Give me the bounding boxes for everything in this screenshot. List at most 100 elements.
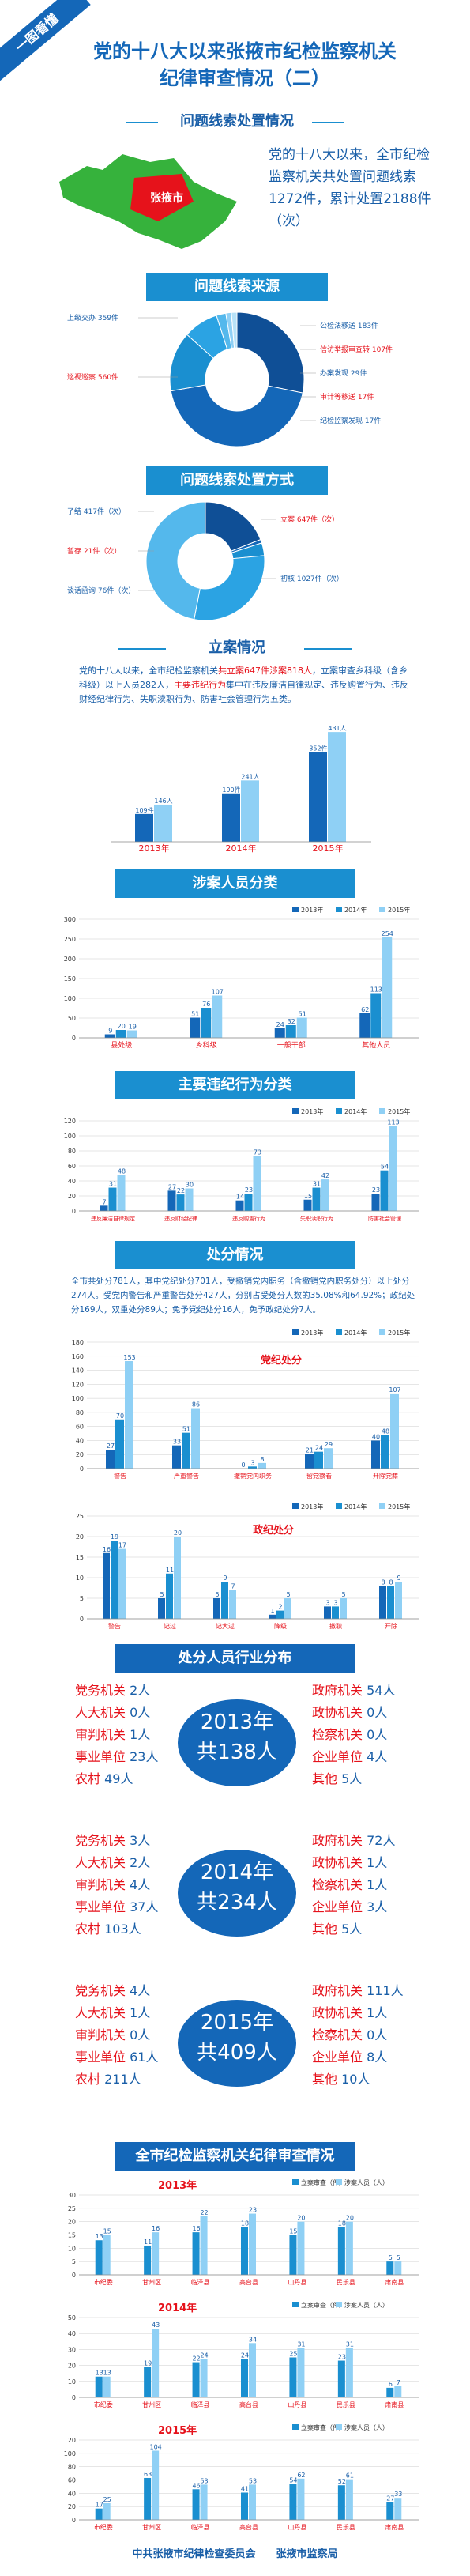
industry-row: 人大机关 0人 <box>75 1705 151 1720</box>
y-tick-label: 120 <box>72 1381 84 1388</box>
data-label: 25 <box>103 2496 111 2503</box>
x-tick-label: 临泽县 <box>191 2523 210 2531</box>
chart-title: 2015年 <box>158 2424 197 2437</box>
data-label: 8 <box>260 1456 264 1463</box>
data-label: 24 <box>315 1445 323 1452</box>
data-label: 43 <box>152 2321 160 2329</box>
data-label: 13 <box>96 2370 103 2377</box>
bar <box>394 2386 402 2397</box>
data-label: 62 <box>361 1006 369 1013</box>
data-label: 5 <box>397 2254 400 2261</box>
data-label: 61 <box>346 2472 354 2480</box>
y-tick-label: 40 <box>68 2490 76 2497</box>
bar <box>144 2477 152 2520</box>
bar <box>253 1156 261 1211</box>
data-label: 16 <box>152 2225 160 2232</box>
bar <box>244 1194 253 1211</box>
y-tick-label: 10 <box>68 2378 76 2386</box>
legend-swatch <box>292 1503 299 1509</box>
data-label: 52 <box>338 2478 346 2485</box>
industry-row: 其他 5人 <box>312 1922 363 1937</box>
data-label: 15 <box>103 2228 111 2235</box>
section-title: 主要违纪行为分类 <box>115 1071 355 1099</box>
donut-label: 巡视巡察 560件 <box>67 372 118 382</box>
y-tick-label: 25 <box>68 2205 76 2212</box>
x-tick-label: 警告 <box>108 1622 121 1630</box>
bar <box>332 1606 339 1619</box>
y-tick-label: 300 <box>64 916 76 923</box>
data-label: 31 <box>297 2340 305 2348</box>
bar <box>321 1179 329 1211</box>
data-label: 27 <box>168 1183 176 1190</box>
x-tick-label: 高台县 <box>239 2523 258 2531</box>
year-label: 2013年 <box>200 1710 274 1734</box>
donut-label: 暂存 21件（次） <box>67 546 121 556</box>
chart-title: 2014年 <box>158 2302 197 2314</box>
legend-label: 2014年 <box>344 1329 367 1337</box>
industry-row: 政协机关 1人 <box>312 1855 388 1870</box>
data-label: 146人 <box>154 798 172 805</box>
data-label: 42 <box>321 1172 329 1179</box>
y-tick-label: 30 <box>68 2192 76 2199</box>
donut-slice <box>231 311 238 349</box>
donut-slice <box>170 384 303 447</box>
year-label: 2015年 <box>200 2011 274 2035</box>
x-tick-label: 山丹县 <box>288 2278 306 2286</box>
bar <box>297 2348 305 2397</box>
industry-row: 农村 49人 <box>75 1771 133 1786</box>
x-tick-label: 严重警告 <box>174 1472 199 1480</box>
y-tick-label: 120 <box>64 1118 76 1125</box>
legend-swatch <box>336 1503 342 1509</box>
data-label: 23 <box>245 1186 253 1194</box>
bar <box>200 2216 208 2275</box>
bar <box>324 1606 331 1619</box>
divider <box>126 122 158 123</box>
section-title: 处分情况 <box>115 1241 355 1269</box>
map-label: 张掖市 <box>150 191 183 205</box>
punish-text: 全市共处分781人，其中党纪处分701人，受撤销党内职务（含撤销党内职务处分）以… <box>71 1277 415 1314</box>
section-title: 立案情况 <box>209 639 265 656</box>
divider <box>118 648 166 650</box>
bar <box>345 2348 353 2397</box>
bar <box>191 1408 200 1469</box>
bar <box>167 1190 176 1211</box>
x-tick-label: 民乐县 <box>337 2401 355 2408</box>
data-label: 73 <box>254 1149 261 1156</box>
industry-row: 政府机关 72人 <box>312 1833 396 1848</box>
bar <box>297 2478 305 2520</box>
donut-label: 信访举报审查转 107件 <box>320 345 393 354</box>
data-label: 254 <box>382 930 393 937</box>
data-label: 17 <box>96 2502 103 2509</box>
data-label: 63 <box>144 2471 152 2478</box>
x-tick-label: 2014年 <box>226 843 257 854</box>
legend-label: 2013年 <box>301 1329 323 1337</box>
y-tick-label: 200 <box>64 956 76 963</box>
data-label: 1 <box>270 1608 274 1615</box>
y-tick-label: 100 <box>72 1395 84 1402</box>
y-tick-label: 80 <box>76 1409 84 1416</box>
bar <box>345 2479 353 2520</box>
data-label: 20 <box>297 2215 305 2222</box>
bar <box>289 2484 297 2520</box>
bar <box>95 2508 103 2520</box>
data-label: 41 <box>241 2485 249 2492</box>
x-tick-label: 肃南县 <box>385 2523 404 2531</box>
bar <box>314 1451 323 1469</box>
y-tick-label: 0 <box>80 1465 84 1473</box>
section-title: 涉案人员分类 <box>115 869 355 898</box>
bar <box>166 1573 173 1619</box>
data-label: 32 <box>288 1018 295 1025</box>
bar <box>394 2498 402 2520</box>
bar <box>152 2450 160 2520</box>
data-label: 31 <box>313 1181 321 1188</box>
bar <box>201 1008 212 1038</box>
bar <box>172 1445 181 1469</box>
data-label: 8 <box>381 1578 385 1586</box>
bar <box>289 2357 297 2397</box>
legend-swatch <box>336 1329 342 1335</box>
x-tick-label: 临泽县 <box>191 2401 210 2408</box>
x-tick-label: 高台县 <box>239 2401 258 2408</box>
industry-row: 审判机关 4人 <box>75 1877 151 1892</box>
bar <box>371 1194 380 1211</box>
